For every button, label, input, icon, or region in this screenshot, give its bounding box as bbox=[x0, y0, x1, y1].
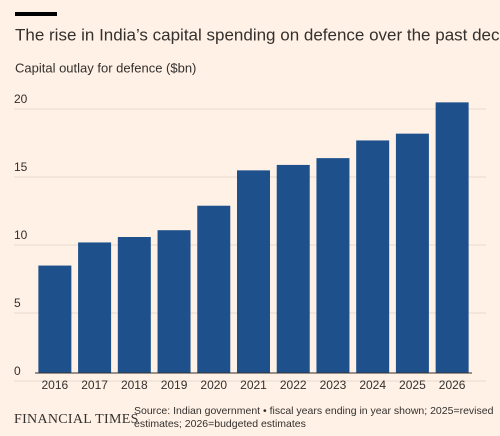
source-note: Source: Indian government • fiscal years… bbox=[134, 405, 494, 430]
x-tick-label: 2022 bbox=[280, 378, 307, 392]
x-tick-label: 2020 bbox=[200, 378, 227, 392]
bar bbox=[38, 265, 72, 373]
bar bbox=[157, 230, 191, 373]
x-tick-label: 2016 bbox=[42, 378, 69, 392]
y-tick-label: 15 bbox=[14, 160, 28, 174]
bar bbox=[117, 237, 151, 373]
bar bbox=[237, 170, 270, 373]
bar bbox=[316, 158, 350, 373]
x-tick-label: 2018 bbox=[121, 378, 148, 392]
x-tick-label: 2023 bbox=[320, 378, 347, 392]
bar bbox=[356, 140, 390, 373]
bar bbox=[78, 242, 112, 373]
bar bbox=[197, 205, 231, 373]
x-tick-label: 2017 bbox=[81, 378, 108, 392]
x-tick-label: 2024 bbox=[359, 378, 386, 392]
brand-rule bbox=[15, 12, 57, 16]
y-tick-label: 5 bbox=[14, 296, 21, 310]
chart-title: The rise in India’s capital spending on … bbox=[15, 25, 500, 44]
bar bbox=[435, 102, 469, 374]
bar bbox=[395, 133, 429, 373]
x-tick-label: 2019 bbox=[161, 378, 188, 392]
y-tick-label: 10 bbox=[14, 228, 28, 242]
x-tick-label: 2026 bbox=[439, 378, 466, 392]
x-tick-label: 2025 bbox=[399, 378, 426, 392]
brand: FINANCIAL TIMES bbox=[14, 412, 139, 427]
y-tick-label: 0 bbox=[14, 364, 21, 378]
x-tick-label: 2021 bbox=[240, 378, 267, 392]
y-tick-label: 20 bbox=[14, 92, 28, 106]
chart-subtitle: Capital outlay for defence ($bn) bbox=[15, 60, 196, 75]
bar bbox=[276, 164, 310, 373]
